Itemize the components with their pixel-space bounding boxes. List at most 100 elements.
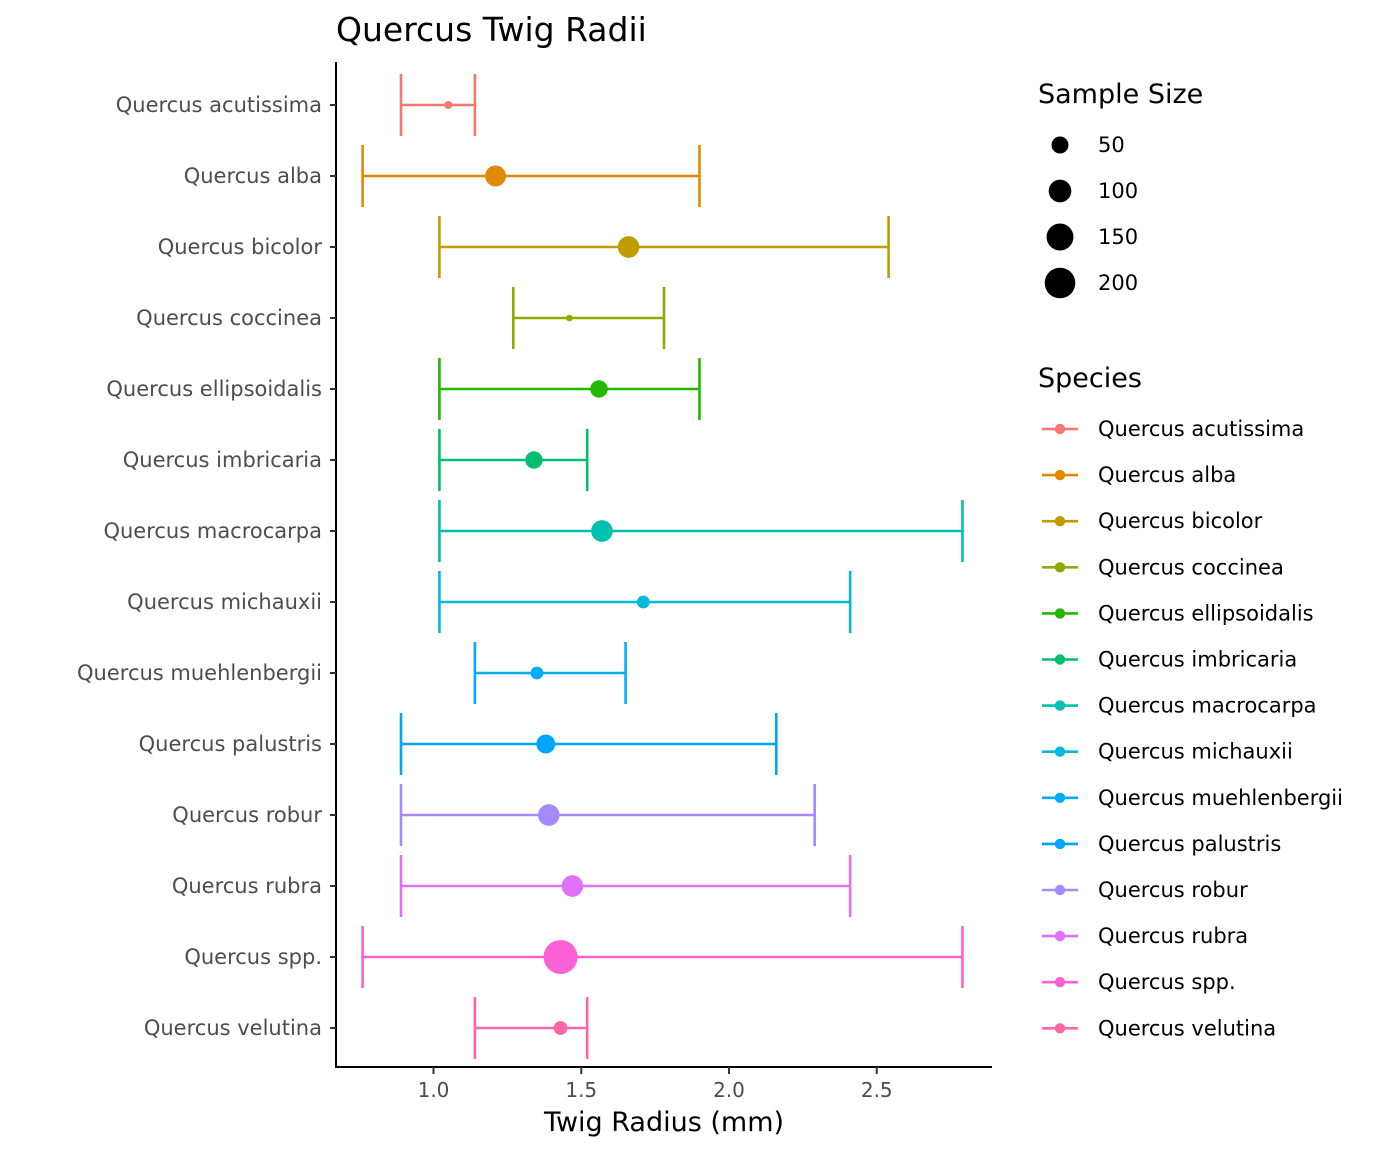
y-tick-label: Quercus bicolor: [158, 235, 323, 259]
mean-point: [536, 734, 556, 754]
species-legend-label: Quercus robur: [1098, 878, 1248, 902]
species-legend-item: Quercus imbricaria: [1042, 648, 1297, 672]
error-bar-group: [473, 642, 627, 704]
error-bar-group: [438, 429, 589, 491]
species-legend-label: Quercus rubra: [1098, 924, 1248, 948]
x-tick-label: 1.5: [565, 1078, 597, 1102]
species-legend-item: Quercus spp.: [1042, 970, 1236, 994]
species-legend-item: Quercus palustris: [1042, 832, 1281, 856]
mean-point: [636, 595, 650, 609]
y-tick-label: Quercus macrocarpa: [103, 519, 322, 543]
species-legend-label: Quercus acutissima: [1098, 417, 1304, 441]
species-legend-dot: [1054, 700, 1066, 711]
y-tick-label: Quercus coccinea: [136, 306, 322, 330]
species-legend-label: Quercus imbricaria: [1098, 648, 1297, 672]
species-legend-label: Quercus ellipsoidalis: [1098, 601, 1314, 625]
species-legend-item: Quercus bicolor: [1042, 509, 1263, 533]
mean-point: [530, 666, 544, 680]
size-legend-key: [1044, 267, 1076, 299]
mean-point: [543, 939, 578, 975]
species-legend-dot: [1054, 1023, 1066, 1034]
species-legend-dot: [1054, 654, 1066, 665]
species-legend-item: Quercus michauxii: [1042, 740, 1293, 764]
size-legend-label: 200: [1098, 271, 1138, 295]
mean-point: [617, 236, 640, 258]
error-bar-group: [438, 571, 852, 633]
species-legend-item: Quercus acutissima: [1042, 417, 1304, 441]
size-legend-key: [1048, 179, 1072, 203]
species-legend-dot: [1054, 977, 1066, 988]
species-legend-item: Quercus rubra: [1042, 924, 1248, 948]
mean-point: [485, 165, 507, 187]
species-legend-label: Quercus coccinea: [1098, 555, 1284, 579]
size-legend-title: Sample Size: [1038, 79, 1203, 110]
error-bar-group: [399, 855, 852, 917]
chart-title: Quercus Twig Radii: [336, 10, 647, 49]
x-tick-label: 2.5: [861, 1078, 893, 1102]
species-legend-dot: [1054, 838, 1066, 850]
y-tick-label: Quercus velutina: [144, 1016, 322, 1040]
species-legend: Species Quercus acutissima Quercus alba Qu…: [1038, 363, 1343, 1040]
y-tick-label: Quercus michauxii: [127, 590, 322, 614]
mean-point: [525, 451, 543, 469]
y-tick-label: Quercus muehlenbergii: [77, 661, 322, 685]
error-bar-group: [438, 216, 890, 278]
species-legend-item: Quercus macrocarpa: [1042, 694, 1317, 718]
size-legend-key: [1046, 223, 1074, 251]
error-bar-group: [438, 358, 701, 420]
species-legend-label: Quercus alba: [1098, 463, 1236, 487]
size-legend-label: 50: [1098, 133, 1125, 157]
y-tick-label: Quercus acutissima: [116, 93, 322, 117]
y-tick-label: Quercus robur: [172, 803, 322, 827]
species-legend-label: Quercus palustris: [1098, 832, 1281, 856]
species-legend-label: Quercus muehlenbergii: [1098, 786, 1343, 810]
y-tick-label: Quercus alba: [184, 164, 322, 188]
species-legend-dot: [1054, 884, 1066, 896]
species-legend-dot: [1054, 792, 1066, 803]
error-bar-group: [511, 287, 666, 349]
species-legend-label: Quercus velutina: [1098, 1016, 1276, 1040]
y-tick-label: Quercus rubra: [172, 874, 322, 898]
error-bar-group: [399, 713, 778, 775]
y-tick-label: Quercus ellipsoidalis: [106, 377, 322, 401]
error-bar-group: [361, 926, 964, 988]
species-legend-dot: [1054, 469, 1066, 481]
species-legend-label: Quercus bicolor: [1098, 509, 1263, 533]
mean-point: [591, 520, 613, 542]
species-legend-title: Species: [1038, 363, 1142, 394]
size-legend-label: 100: [1098, 179, 1138, 203]
mean-point: [444, 101, 453, 109]
y-axis-ticks: Quercus acutissima Quercus alba Quercus bi…: [77, 93, 336, 1040]
species-legend-item: Quercus ellipsoidalis: [1042, 601, 1314, 625]
species-legend-item: Quercus coccinea: [1042, 555, 1284, 579]
size-legend-key: [1051, 136, 1069, 154]
species-legend-label: Quercus spp.: [1098, 970, 1236, 994]
x-tick-label: 2.0: [713, 1078, 745, 1102]
species-legend-dot: [1054, 423, 1066, 435]
species-legend-item: Quercus velutina: [1042, 1016, 1276, 1040]
species-legend-item: Quercus muehlenbergii: [1042, 786, 1343, 810]
species-legend-dot: [1054, 562, 1066, 573]
mean-point: [537, 804, 560, 826]
x-axis-label: Twig Radius (mm): [543, 1107, 784, 1138]
mean-point: [561, 875, 584, 897]
species-legend-label: Quercus macrocarpa: [1098, 694, 1317, 718]
species-legend-label: Quercus michauxii: [1098, 740, 1293, 764]
x-axis-ticks: 1.0 1.5 2.0 2.5: [418, 1067, 893, 1102]
mean-point: [566, 314, 573, 322]
x-tick-label: 1.0: [418, 1078, 450, 1102]
species-legend-dot: [1054, 930, 1066, 942]
error-bar-group: [473, 997, 589, 1059]
size-legend-label: 150: [1098, 225, 1138, 249]
species-legend-dot: [1054, 516, 1066, 527]
species-legend-item: Quercus alba: [1042, 463, 1236, 487]
y-tick-label: Quercus spp.: [184, 945, 322, 969]
species-legend-dot: [1054, 746, 1066, 757]
error-bar-group: [438, 500, 964, 562]
size-legend: Sample Size 50 100 150 200: [1038, 79, 1203, 299]
error-bar-group: [361, 145, 701, 207]
y-tick-label: Quercus imbricaria: [123, 448, 322, 472]
error-bar-group: [399, 784, 817, 846]
mean-point: [590, 380, 608, 398]
